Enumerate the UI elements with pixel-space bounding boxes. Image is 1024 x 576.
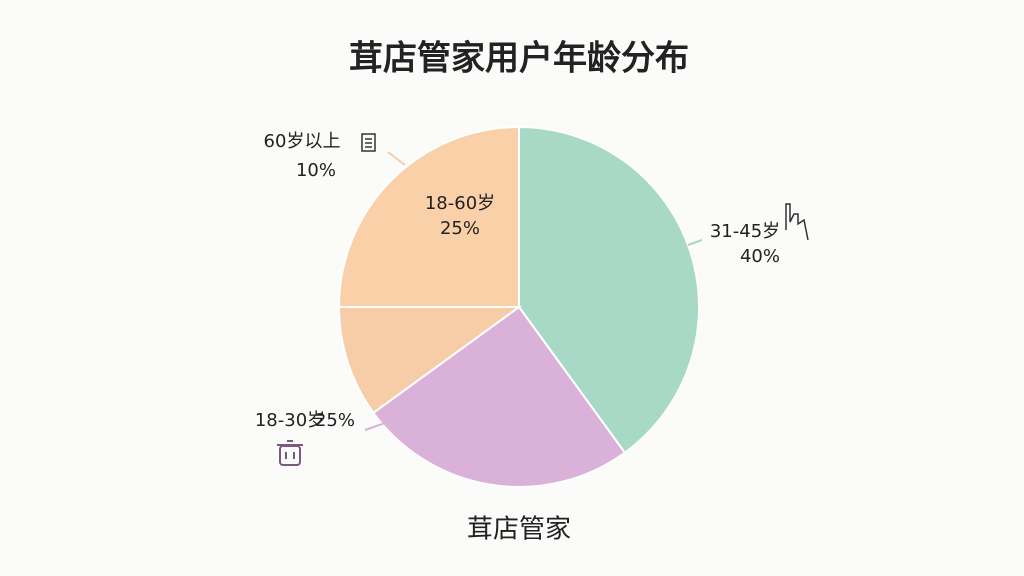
hand-icon [785, 203, 809, 241]
chart-title: 茸店管家用户年龄分布 [349, 39, 689, 79]
pie-slice [371, 305, 627, 488]
value-label: 25% [315, 410, 355, 431]
leader-line [364, 422, 386, 431]
value-label: 10% [296, 160, 336, 181]
pie-slice [518, 125, 700, 455]
pie-slice [337, 125, 520, 308]
slice-label: 18-60岁 [425, 193, 495, 214]
value-label: 25% [440, 218, 480, 239]
value-label: 40% [740, 246, 780, 267]
leader-line [387, 151, 406, 166]
slice-label: 18-30岁 [255, 410, 325, 431]
pie-slice [337, 306, 523, 415]
slice-label: 60岁以上 [264, 131, 341, 152]
leader-line [687, 239, 703, 246]
list-icon [361, 133, 376, 152]
chart-subtitle: 茸店管家 [467, 515, 571, 545]
trash-icon [277, 440, 303, 466]
slice-label: 31-45岁 [710, 221, 780, 242]
